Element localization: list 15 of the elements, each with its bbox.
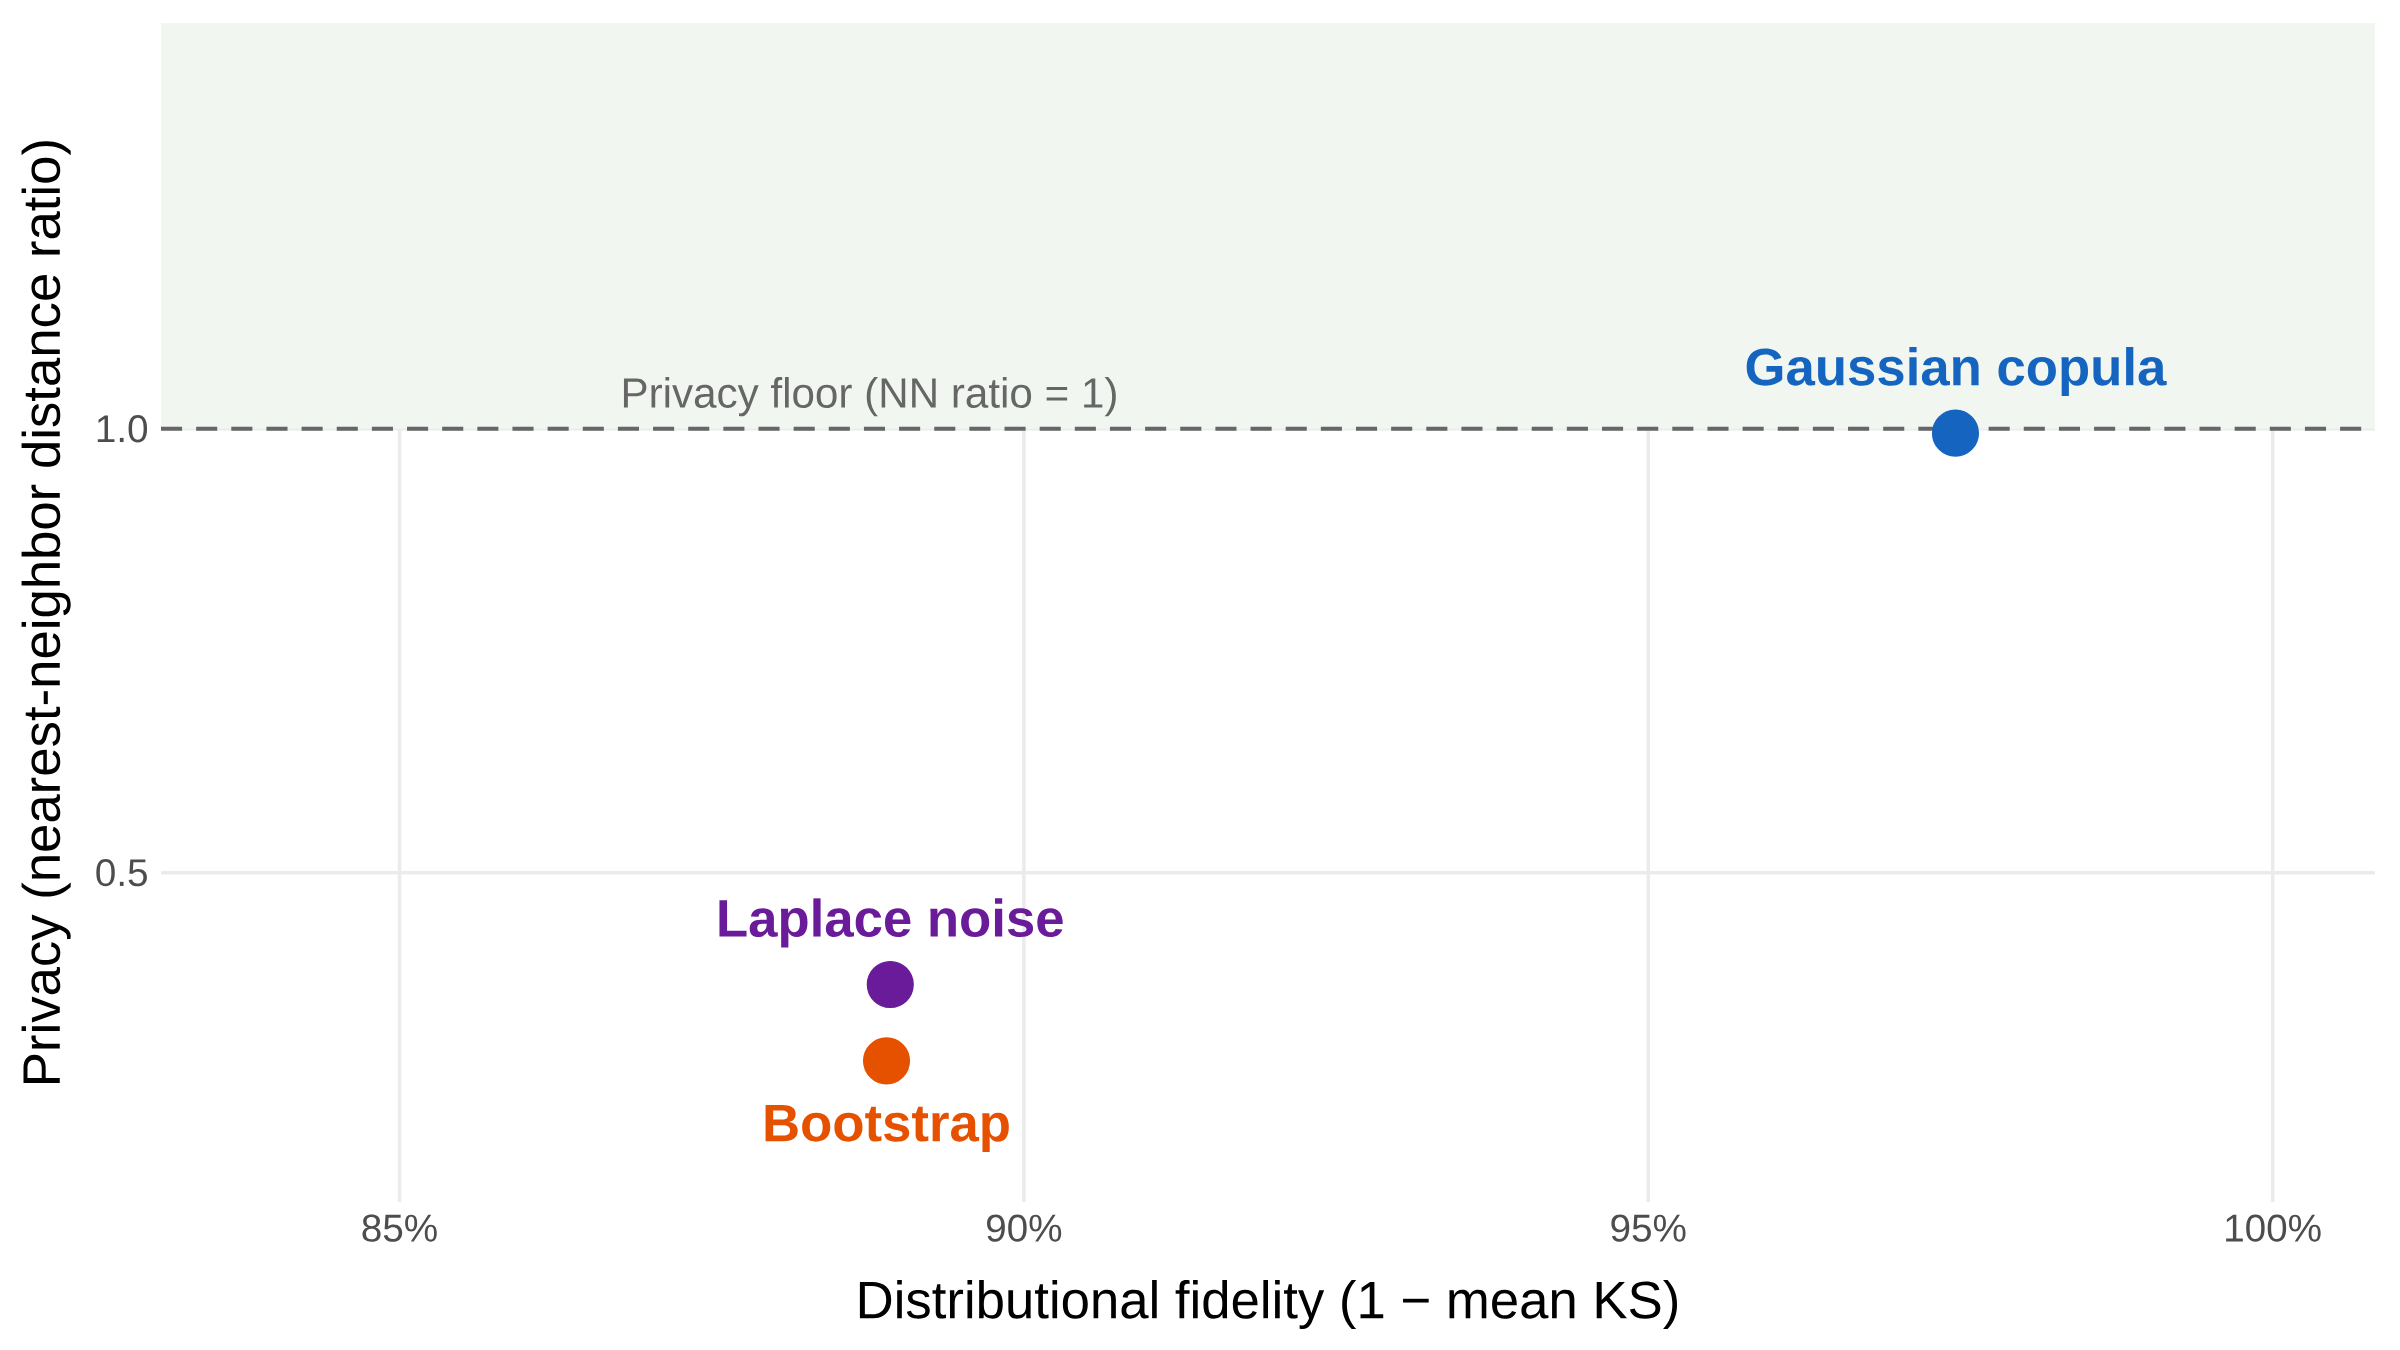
- y-tick-label: 1.0: [97, 415, 148, 443]
- point: [1931, 409, 1980, 457]
- point: [866, 960, 914, 1009]
- x-tick-label: 95%: [1611, 1214, 1686, 1242]
- point: [862, 1037, 911, 1085]
- series-label: Gaussian copula: [1746, 347, 2167, 397]
- x-tick-label: 90%: [987, 1214, 1062, 1242]
- x-axis-title: Distributional fidelity (1 − mean KS): [859, 1280, 1678, 1330]
- legend-label: Bootstrap: [765, 1104, 1009, 1153]
- x-tick-label: 85%: [362, 1214, 437, 1242]
- y-axis-title: Privacy (nearest-neighbor distance ratio): [21, 141, 71, 1083]
- x-tick-label: 100%: [2226, 1214, 2321, 1242]
- series-label: Laplace noise: [719, 898, 1063, 948]
- ref-line-label: Privacy floor (NN ratio = 1): [623, 377, 1116, 417]
- y-tick-label: 0.5: [96, 858, 147, 887]
